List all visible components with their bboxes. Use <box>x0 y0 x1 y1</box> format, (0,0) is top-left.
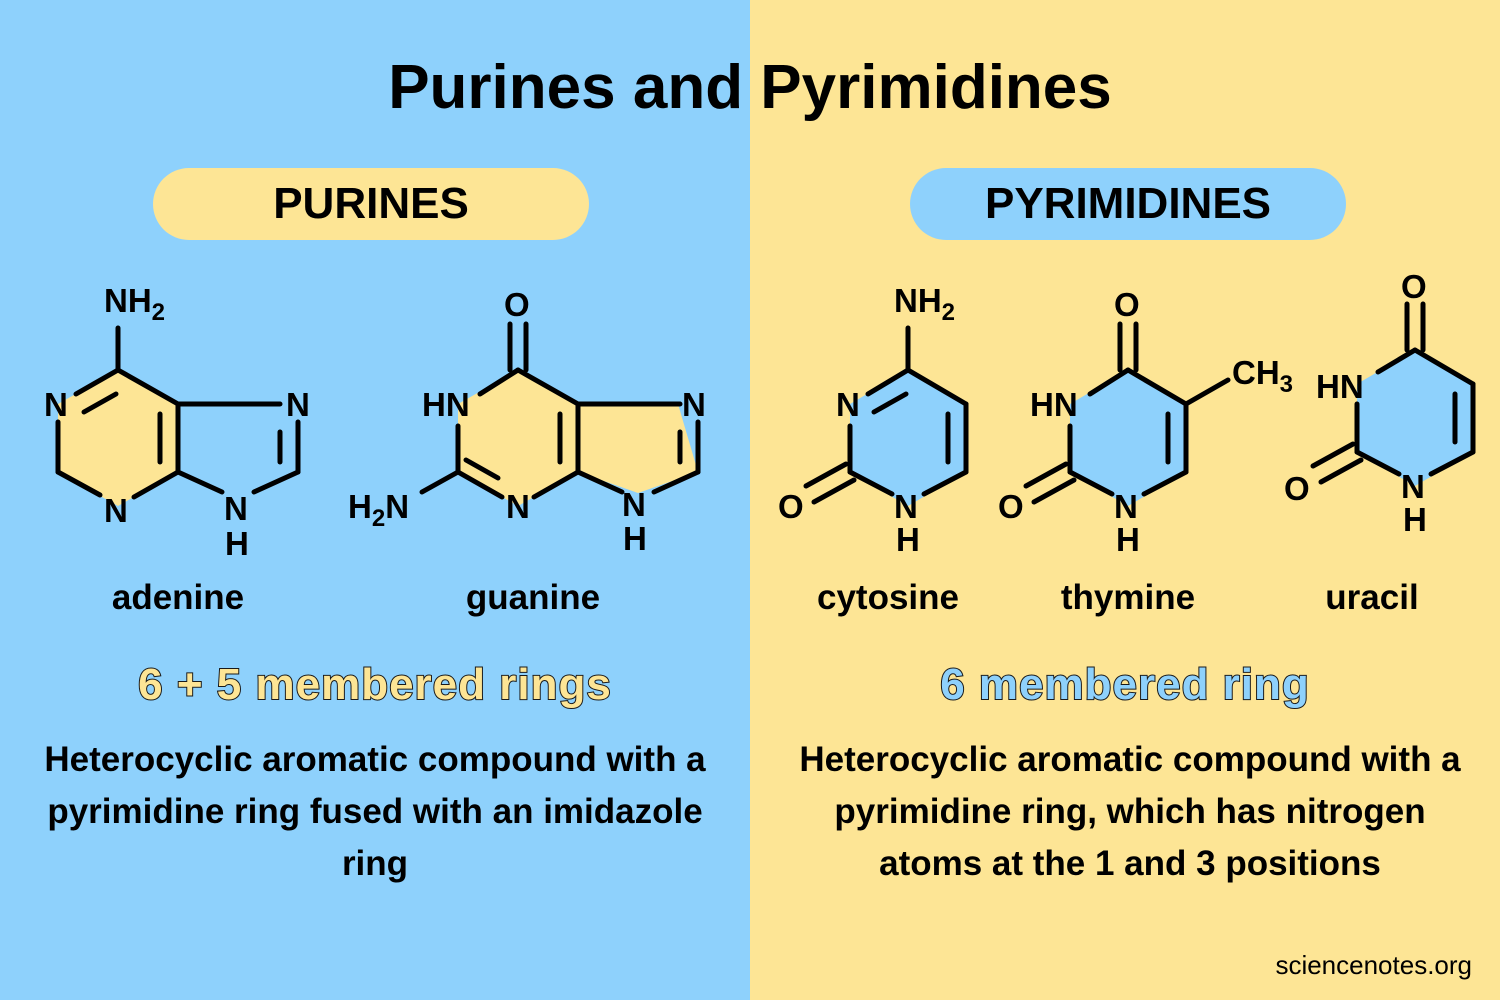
molecule-name-thymine: thymine <box>1061 578 1195 617</box>
atom-h: H <box>896 521 920 558</box>
source-credit: sciencenotes.org <box>1275 950 1472 980</box>
h2n-label-h: H <box>348 488 372 525</box>
uracil-structure: O HN N H O <box>1284 268 1476 538</box>
subscript-3: 3 <box>1280 371 1293 398</box>
atom-n: N <box>1114 488 1138 525</box>
molecule-name-cytosine: cytosine <box>817 578 959 617</box>
subscript-2: 2 <box>152 299 165 326</box>
svg-text:NH2: NH2 <box>104 282 165 326</box>
molecule-name-uracil: uracil <box>1325 578 1418 617</box>
atom-o: O <box>1284 470 1310 507</box>
atom-n: N <box>682 386 706 423</box>
atom-h: H <box>1116 521 1140 558</box>
atom-n: N <box>104 492 128 529</box>
atom-o: O <box>998 488 1024 525</box>
thymine-structure: O CH3 HN N H O <box>998 286 1293 558</box>
purines-heading: PURINES <box>153 168 589 240</box>
svg-text:NH2: NH2 <box>894 282 955 326</box>
molecule-name-adenine: adenine <box>112 578 244 617</box>
atom-n: N <box>1401 468 1425 505</box>
purines-ring-count: 6 + 5 membered rings <box>137 659 612 710</box>
atom-hn: HN <box>1030 386 1078 423</box>
atom-h: H <box>225 525 249 562</box>
atom-o: O <box>1114 286 1140 323</box>
atom-n: N <box>894 488 918 525</box>
atom-n: N <box>286 386 310 423</box>
nh2-label: NH <box>894 282 942 319</box>
atom-n: N <box>506 488 530 525</box>
atom-hn: HN <box>1316 368 1364 405</box>
purines-description: Heterocyclic aromatic compound with a py… <box>44 740 706 883</box>
ch3-label: CH <box>1232 354 1280 391</box>
pyrimidines-ring-count: 6 membered ring <box>939 659 1310 710</box>
atom-hn: HN <box>422 386 470 423</box>
atom-o: O <box>1401 268 1427 305</box>
atom-n: N <box>836 386 860 423</box>
svg-text:CH3: CH3 <box>1232 354 1293 398</box>
guanine-structure: O HN H2N N N N H <box>348 286 706 557</box>
pyrimidines-description: Heterocyclic aromatic compound with a py… <box>799 740 1461 883</box>
adenine-structure: NH2 N N N N H <box>44 282 310 562</box>
atom-n: N <box>622 486 646 523</box>
atom-o: O <box>778 488 804 525</box>
nh2-label: NH <box>104 282 152 319</box>
page-title: Purines and Pyrimidines <box>388 53 1112 122</box>
subscript-2: 2 <box>372 505 385 532</box>
atom-n: N <box>224 490 248 527</box>
cytosine-structure: NH2 N N H O <box>778 282 969 558</box>
atom-h: H <box>1403 501 1427 538</box>
atom-o: O <box>504 286 530 323</box>
svg-text:H2N: H2N <box>348 488 409 532</box>
molecule-name-guanine: guanine <box>466 578 600 617</box>
subscript-2: 2 <box>942 299 955 326</box>
atom-n: N <box>44 386 68 423</box>
atom-h: H <box>623 520 647 557</box>
h2n-label-n: N <box>385 488 409 525</box>
pyrimidines-heading: PYRIMIDINES <box>910 168 1346 240</box>
